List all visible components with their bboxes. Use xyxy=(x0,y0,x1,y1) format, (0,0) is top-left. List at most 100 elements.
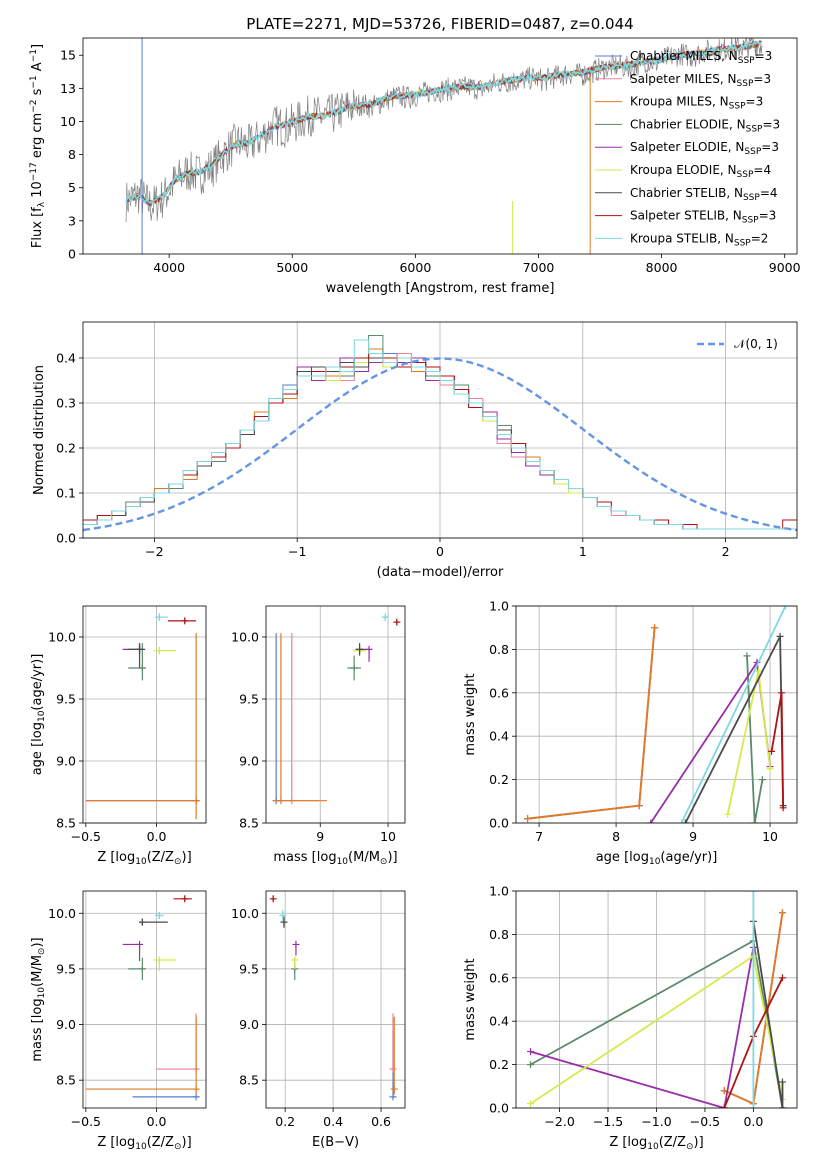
data-point xyxy=(778,689,786,697)
data-point xyxy=(381,613,389,621)
data-point xyxy=(356,645,364,653)
x-tick-label: −1.0 xyxy=(641,1114,671,1129)
y-tick-label: 10.0 xyxy=(48,906,76,921)
mass-weight-line xyxy=(527,627,656,820)
y-tick-label: 9.5 xyxy=(239,961,259,976)
data-point xyxy=(138,918,146,926)
y-tick-label: 0.2 xyxy=(489,1057,509,1072)
plot-area xyxy=(125,38,763,254)
spectrum-panel: 4000 5000 6000 7000 8000 9000 0 3 5 8 10 13 15 wavele… xyxy=(29,37,801,296)
x-tick-label: 8000 xyxy=(646,260,678,275)
x-tick-label: 9 xyxy=(316,829,324,844)
data-point xyxy=(136,940,144,948)
age-vs-mass-panel: 9 10 8.5 9.0 9.5 10.0 mass [log10(M/M⊙)] xyxy=(231,605,406,867)
data-point xyxy=(720,1104,728,1108)
y-tick-label: 10.0 xyxy=(231,630,259,645)
data-point xyxy=(527,1048,535,1056)
x-tick-label: 8 xyxy=(612,829,620,844)
data-point xyxy=(393,618,401,626)
x-axis-label: Z [log10(Z/Z⊙)] xyxy=(609,1135,703,1152)
y-axis-label: age [log10(age/yr)] xyxy=(30,654,47,776)
x-tick-label: −2 xyxy=(145,544,163,559)
mass-weight-vs-Z-panel: −2.0 −1.5 −1.0 −0.5 0.0 0.0 0.2 0.4 0.6 0.8 1.0 Z [… xyxy=(463,884,798,1152)
x-tick-label: 0.4 xyxy=(323,1114,343,1129)
y-tick-label: 0 xyxy=(68,247,76,262)
y-tick-label: 9.5 xyxy=(56,692,76,707)
legend-label: Salpeter STELIB, NSSP=3 xyxy=(630,209,776,226)
legend-label: Chabrier STELIB, NSSP=4 xyxy=(630,186,778,203)
x-tick-label: 0 xyxy=(436,544,444,559)
mass-weight-line xyxy=(530,947,755,1108)
data-point xyxy=(136,645,144,653)
y-tick-label: 1.0 xyxy=(489,599,509,614)
data-point xyxy=(192,1085,200,1093)
y-tick-label: 0.1 xyxy=(56,486,76,501)
mass-weight-line xyxy=(527,627,656,820)
x-tick-label: 1 xyxy=(579,544,587,559)
legend-label: Kroupa ELODIE, NSSP=4 xyxy=(630,163,771,180)
data-point xyxy=(781,606,789,610)
x-tick-label: 0.0 xyxy=(743,1114,763,1129)
y-tick-label: 0.0 xyxy=(489,1101,509,1116)
axes-frame xyxy=(515,605,798,824)
data-point xyxy=(269,895,277,903)
mass-weight-vs-age-panel: 7 8 9 10 0.0 0.2 0.4 0.6 0.8 1.0 age [log10(age/yr… xyxy=(463,599,798,867)
x-tick-label: 4000 xyxy=(153,260,185,275)
data-point xyxy=(524,815,532,823)
x-tick-label: 2 xyxy=(722,544,730,559)
mass-vs-Z-panel: −0.5 0.0 8.5 9.0 9.5 10.0 Z [log10(Z/Z⊙)] mass … xyxy=(30,890,207,1152)
mass-weight-line xyxy=(527,627,656,820)
axes-frame xyxy=(82,321,798,539)
data-point xyxy=(155,911,163,919)
y-tick-label: 9.0 xyxy=(56,754,76,769)
y-tick-label: 9.5 xyxy=(56,961,76,976)
x-axis-label: age [log10(age/yr)] xyxy=(596,850,718,867)
mass-weight-line xyxy=(680,606,787,823)
axes-frame xyxy=(265,890,406,1109)
y-tick-label: 0.4 xyxy=(489,1014,509,1029)
plot-area xyxy=(85,895,200,1101)
data-point xyxy=(155,613,163,621)
y-tick-label: 1.0 xyxy=(489,884,509,899)
x-tick-label: 10 xyxy=(380,829,396,844)
y-tick-label: 8.5 xyxy=(56,816,76,831)
data-point xyxy=(527,1061,535,1069)
y-tick-label: 0.2 xyxy=(489,772,509,787)
data-point xyxy=(749,891,757,895)
x-axis-label: wavelength [Angstrom, rest frame] xyxy=(326,281,555,296)
data-point xyxy=(651,624,659,632)
figure-title: PLATE=2271, MJD=53726, FIBERID=0487, z=0… xyxy=(246,15,633,33)
plot-area xyxy=(85,613,200,820)
data-point xyxy=(291,956,299,964)
data-point xyxy=(743,652,751,660)
data-point xyxy=(751,819,759,823)
y-axis-label: Flux [fλ 10−17 erg cm−2 s−1 A−1] xyxy=(29,44,47,248)
legend-label: Kroupa MILES, NSSP=3 xyxy=(630,95,763,112)
model-spectrum xyxy=(125,40,762,205)
x-axis-label: E(B−V) xyxy=(312,1135,359,1150)
x-axis-label: Z [log10(Z/Z⊙)] xyxy=(97,1135,191,1152)
axes-frame xyxy=(515,890,798,1109)
legend-label: Chabrier MILES, NSSP=3 xyxy=(630,49,772,66)
data-point xyxy=(389,1065,397,1073)
y-axis-label: mass weight xyxy=(463,958,478,1040)
y-tick-label: 15 xyxy=(60,48,76,63)
y-tick-label: 5 xyxy=(68,180,76,195)
data-point xyxy=(365,645,373,653)
x-tick-label: 9 xyxy=(689,829,697,844)
y-tick-label: 0.0 xyxy=(489,816,509,831)
data-point xyxy=(155,956,163,964)
y-tick-label: 0.8 xyxy=(489,642,509,657)
y-tick-label: 0.0 xyxy=(56,531,76,546)
data-point xyxy=(279,911,287,919)
y-tick-label: 10.0 xyxy=(48,630,76,645)
y-axis-label: mass [log10(M/M⊙)] xyxy=(30,937,47,1061)
x-tick-label: 7 xyxy=(535,829,543,844)
data-point xyxy=(350,664,358,672)
data-point xyxy=(778,909,786,917)
data-point xyxy=(768,747,776,755)
axes-frame xyxy=(265,605,406,824)
legend-label: Salpeter MILES, NSSP=3 xyxy=(630,72,771,89)
y-tick-label: 8.5 xyxy=(56,1073,76,1088)
